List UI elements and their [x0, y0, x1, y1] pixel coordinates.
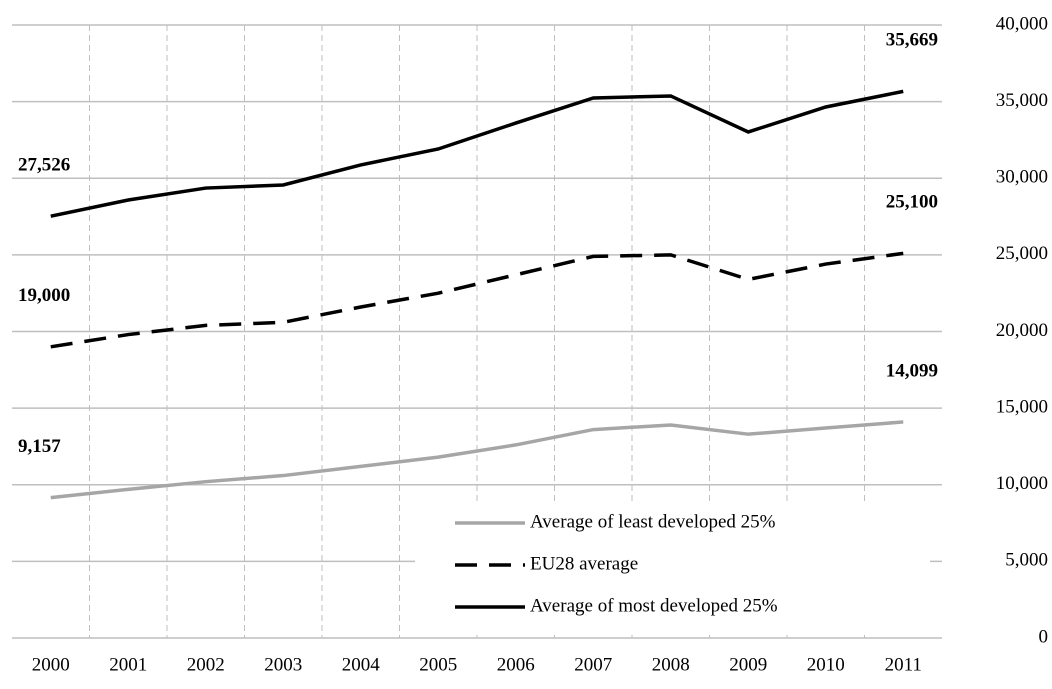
- legend-box: [415, 505, 930, 633]
- y-tick-label: 25,000: [996, 243, 1048, 264]
- x-tick-label: 2007: [574, 654, 612, 675]
- y-tick-label: 15,000: [996, 396, 1048, 417]
- data-label: 14,099: [886, 360, 938, 381]
- data-label: 19,000: [18, 285, 70, 306]
- y-tick-label: 0: [1039, 626, 1049, 647]
- x-tick-label: 2004: [342, 654, 381, 675]
- y-tick-label: 30,000: [996, 167, 1048, 188]
- x-tick-label: 2000: [32, 654, 70, 675]
- x-tick-label: 2009: [729, 654, 767, 675]
- data-label: 35,669: [886, 30, 938, 51]
- x-tick-label: 2005: [419, 654, 457, 675]
- x-tick-label: 2001: [109, 654, 147, 675]
- x-tick-label: 2006: [497, 654, 535, 675]
- x-tick-label: 2011: [885, 654, 922, 675]
- x-tick-label: 2002: [187, 654, 225, 675]
- x-tick-label: 2008: [652, 654, 690, 675]
- data-label: 25,100: [886, 192, 938, 213]
- legend-label: EU28 average: [530, 553, 638, 574]
- y-tick-label: 20,000: [996, 320, 1048, 341]
- y-tick-label: 5,000: [1005, 550, 1048, 571]
- data-label: 9,157: [18, 436, 61, 457]
- series-line: [50, 89, 904, 218]
- x-tick-label: 2003: [264, 654, 302, 675]
- series-line: [50, 420, 904, 500]
- legend-label: Average of most developed 25%: [530, 595, 778, 616]
- y-tick-label: 40,000: [996, 13, 1048, 34]
- y-tick-label: 35,000: [996, 90, 1048, 111]
- data-label: 27,526: [18, 155, 70, 176]
- y-tick-label: 10,000: [996, 473, 1048, 494]
- x-tick-label: 2010: [807, 654, 845, 675]
- legend-label: Average of least developed 25%: [530, 511, 776, 532]
- series-line: [50, 251, 904, 349]
